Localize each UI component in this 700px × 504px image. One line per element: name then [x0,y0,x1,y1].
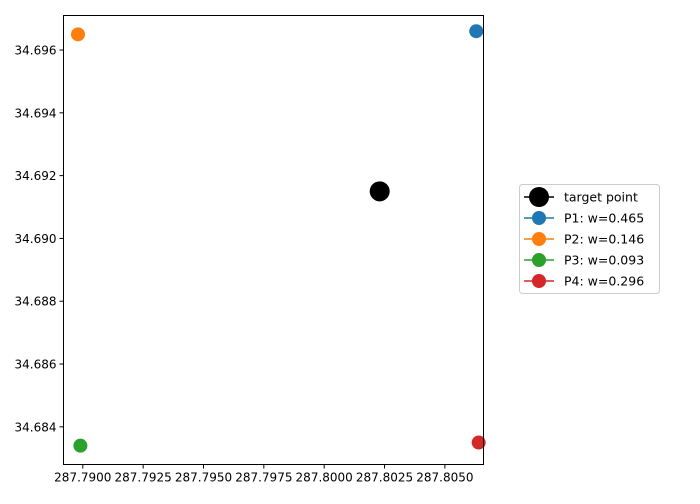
x-tick-label: 287.7975 [235,471,292,485]
data-point-series-3 [73,438,88,453]
x-tick-label: 287.8050 [416,471,473,485]
legend-label: P4: w=0.296 [564,274,644,289]
chart-marks [70,24,486,453]
legend-label: P1: w=0.465 [564,211,644,226]
legend-marker [532,274,546,288]
legend-label: P2: w=0.146 [564,232,644,247]
legend-marker [532,253,546,267]
y-axis: 34.684 34.686 34.688 34.690 34.692 34.694 34.6… [15,44,64,434]
data-point-series-1 [469,24,484,39]
y-tick-label: 34.692 [15,169,57,183]
x-tick-label: 287.7925 [115,471,172,485]
data-point-series-4 [471,435,486,450]
x-tick-label: 287.7900 [54,471,111,485]
legend-label: target point [564,190,638,205]
legend-marker [529,187,549,207]
legend-box [519,184,660,294]
x-tick-label: 287.7950 [175,471,232,485]
x-tick-label: 287.8025 [356,471,413,485]
y-tick-label: 34.686 [15,358,57,372]
data-point-series-0 [369,181,390,202]
y-tick-label: 34.696 [15,44,57,58]
x-axis: 287.7900 287.7925 287.7950 287.7975 287.8000… [54,464,474,485]
y-tick-label: 34.684 [15,420,57,434]
x-tick-label: 287.8000 [296,471,353,485]
legend-label: P3: w=0.093 [564,253,644,268]
plot-area-frame [63,15,484,465]
y-tick-label: 34.688 [15,295,57,309]
y-tick-label: 34.690 [15,232,57,246]
y-tick-label: 34.694 [15,106,57,120]
data-point-series-2 [70,27,85,42]
legend: target point P1: w=0.465 P2: w=0.146 P3: w=… [519,184,660,294]
legend-marker [532,232,546,246]
legend-marker [532,211,546,225]
